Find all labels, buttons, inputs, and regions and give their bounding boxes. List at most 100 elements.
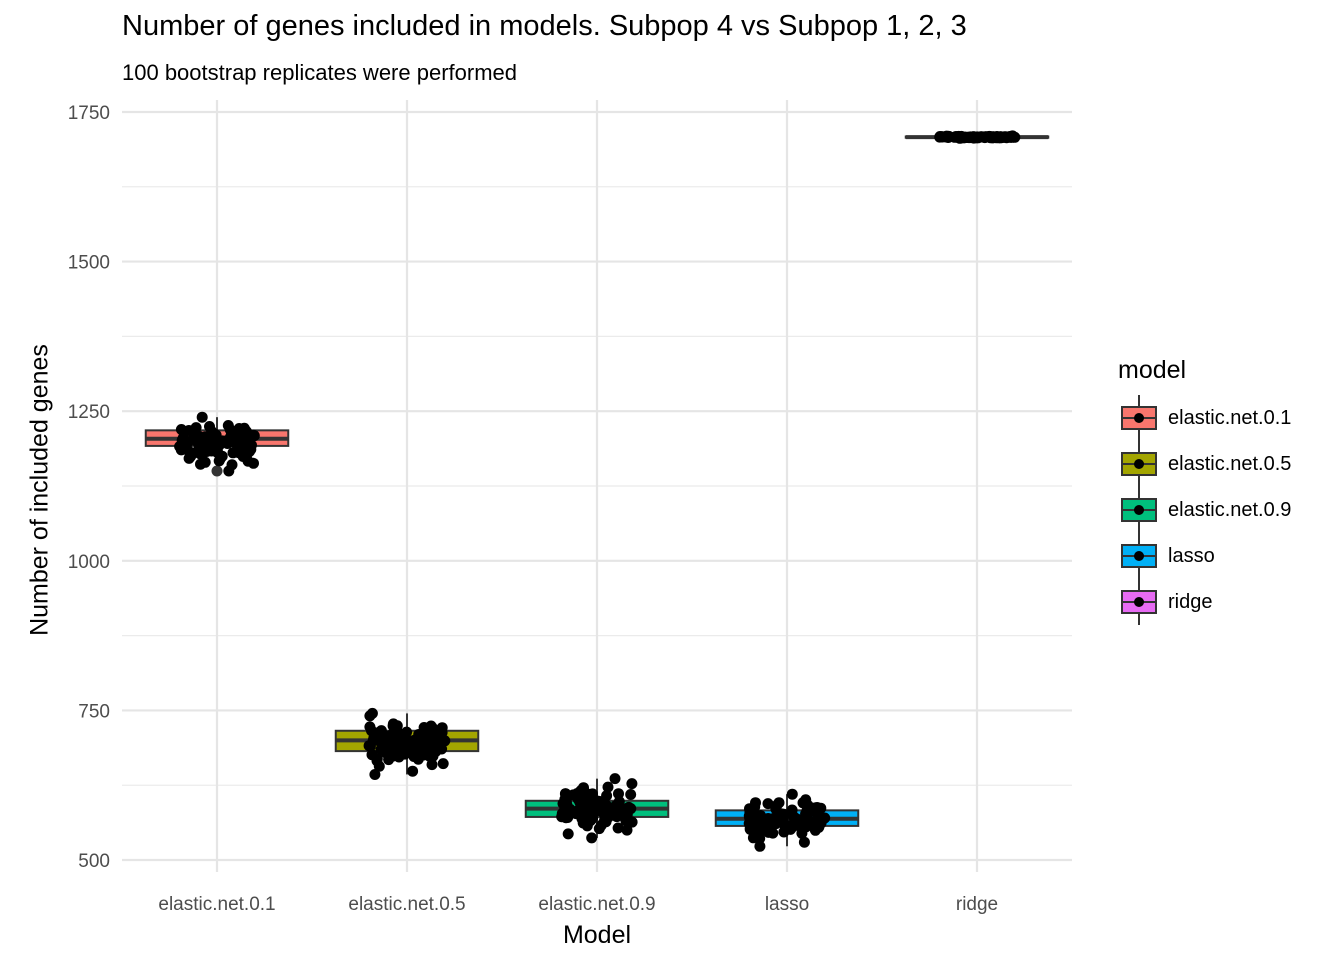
chart-subtitle: 100 bootstrap replicates were performed: [122, 60, 517, 85]
data-point: [573, 804, 585, 816]
points-elastic.net.0.5: [363, 707, 451, 780]
legend-items: elastic.net.0.1 elastic.net.0.5 elastic.ne…: [1118, 395, 1291, 625]
data-point: [612, 822, 624, 834]
data-point: [233, 423, 245, 434]
legend-item: lasso: [1118, 533, 1291, 579]
data-point: [588, 802, 600, 814]
legend-key-point: [1134, 505, 1144, 515]
x-tick-label: lasso: [765, 894, 809, 915]
x-axis-title: Model: [562, 921, 632, 949]
legend-item: elastic.net.0.1: [1118, 395, 1291, 441]
data-point: [227, 447, 239, 459]
data-point: [206, 445, 217, 457]
data-point: [798, 836, 810, 848]
data-point: [175, 424, 187, 435]
data-point: [369, 769, 381, 780]
legend-key-point: [1134, 459, 1144, 469]
data-point: [248, 429, 260, 441]
data-point: [586, 832, 598, 844]
outlier-point: [211, 465, 223, 477]
data-point: [575, 785, 587, 797]
y-tick-label: 500: [78, 851, 110, 872]
data-point: [626, 778, 638, 790]
y-tick-label: 750: [78, 701, 110, 722]
legend-label: elastic.net.0.1: [1168, 406, 1292, 429]
data-point: [809, 824, 821, 836]
data-point: [604, 806, 616, 818]
data-point: [561, 799, 573, 811]
data-point: [408, 746, 420, 758]
legend-key: [1121, 579, 1157, 625]
data-point: [224, 432, 236, 444]
data-point: [940, 131, 952, 143]
legend-item: elastic.net.0.9: [1118, 487, 1291, 533]
legend-key: [1121, 487, 1157, 533]
x-tick-label: ridge: [956, 894, 998, 915]
data-point: [953, 131, 965, 143]
points-elastic.net.0.1: [174, 411, 260, 477]
data-point: [210, 435, 222, 447]
data-point: [983, 130, 995, 142]
data-point: [786, 804, 798, 816]
data-point: [621, 824, 633, 836]
points-ridge: [934, 130, 1021, 144]
legend-item: elastic.net.0.5: [1118, 441, 1291, 487]
data-point: [760, 818, 772, 830]
data-point: [786, 819, 798, 831]
data-point: [193, 430, 205, 442]
legend-item: ridge: [1118, 579, 1291, 625]
data-point: [800, 821, 812, 833]
data-point: [364, 710, 376, 722]
data-point: [602, 781, 614, 793]
data-point: [243, 439, 255, 451]
legend-key-point: [1134, 413, 1144, 423]
legend-key: [1121, 533, 1157, 579]
data-point: [754, 840, 766, 852]
data-point: [1006, 131, 1018, 143]
data-point: [970, 131, 981, 143]
data-point: [809, 802, 821, 814]
data-point: [377, 743, 389, 755]
data-point: [195, 458, 206, 470]
data-point: [763, 826, 774, 838]
data-point: [177, 432, 189, 444]
data-point: [248, 457, 259, 469]
data-point: [371, 755, 383, 767]
data-point: [190, 422, 202, 434]
legend-key-point: [1134, 551, 1144, 561]
x-tick-label: elastic.net.0.1: [158, 894, 275, 915]
data-point: [754, 833, 766, 844]
x-tick-label: elastic.net.0.5: [348, 894, 465, 915]
points-lasso: [743, 788, 831, 852]
y-tick-label: 1250: [68, 402, 110, 423]
data-point: [560, 788, 572, 800]
data-point: [609, 773, 621, 785]
y-tick-label: 1500: [68, 253, 110, 274]
data-point: [407, 765, 419, 777]
legend-label: ridge: [1168, 590, 1213, 613]
data-point: [196, 411, 208, 423]
data-point: [387, 749, 399, 761]
legend-title: model: [1118, 356, 1187, 384]
data-point: [434, 735, 446, 747]
data-point: [413, 729, 425, 740]
data-point: [366, 725, 377, 737]
data-point: [778, 826, 790, 838]
legend: model elastic.net.0.1 elastic.net.0.5 elas…: [1118, 356, 1291, 625]
legend-label: elastic.net.0.5: [1168, 452, 1292, 475]
data-point: [770, 801, 782, 813]
data-point: [585, 815, 596, 827]
data-point: [786, 788, 798, 800]
chart-title: Number of genes included in models. Subp…: [122, 10, 967, 42]
data-point: [391, 732, 403, 744]
legend-label: lasso: [1168, 544, 1215, 567]
data-point: [431, 725, 443, 737]
data-point: [422, 742, 434, 753]
data-point: [614, 801, 626, 813]
points-elastic.net.0.9: [556, 773, 638, 844]
legend-key: [1121, 441, 1157, 487]
data-point: [772, 816, 784, 828]
data-point: [749, 801, 761, 813]
y-tick-label: 1750: [68, 103, 110, 124]
